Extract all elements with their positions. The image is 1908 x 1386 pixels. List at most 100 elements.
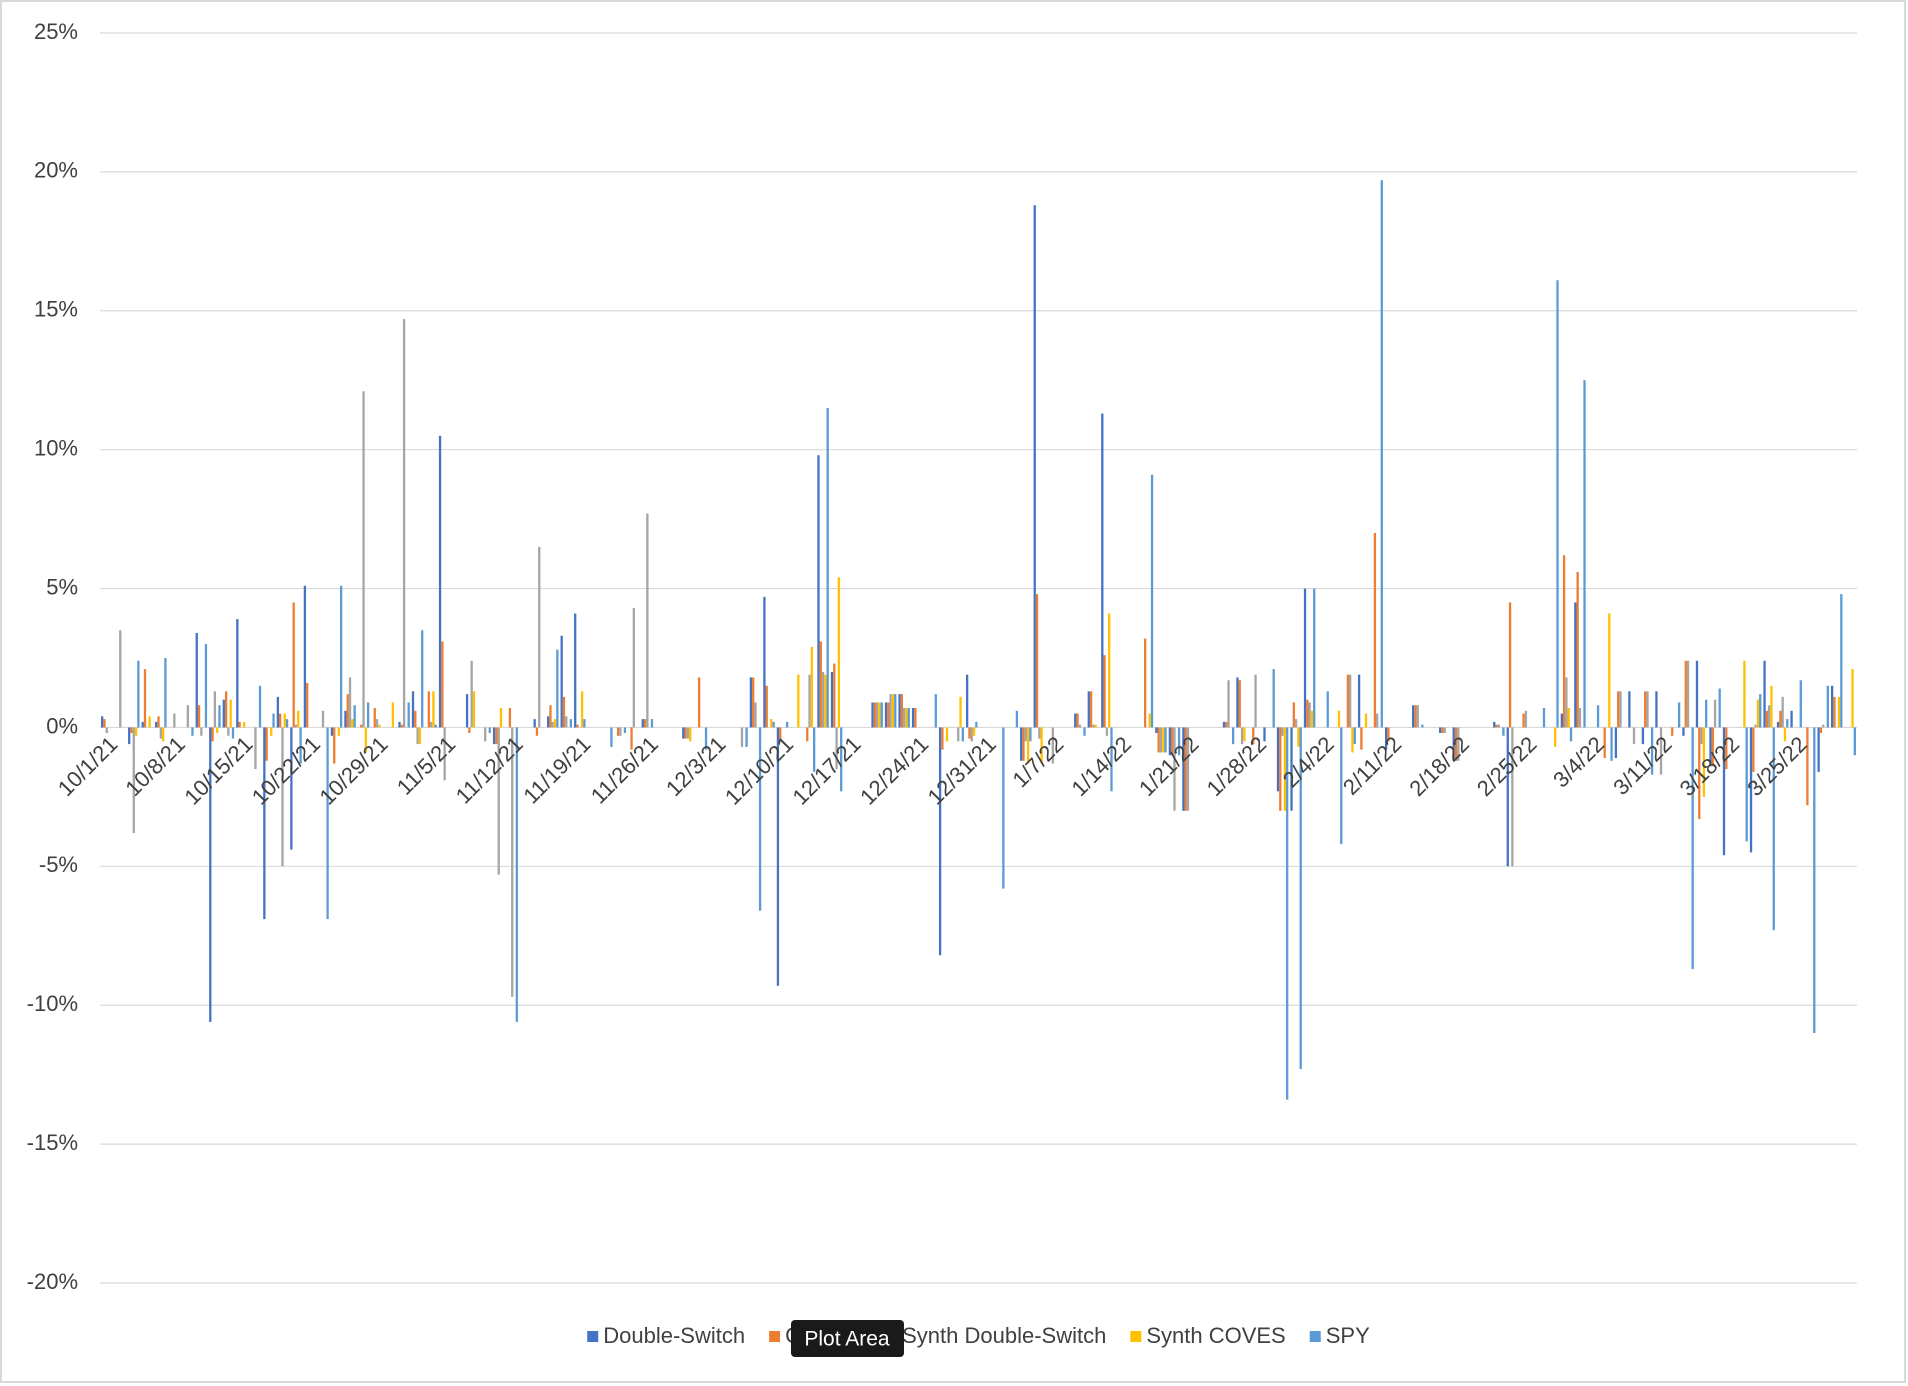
bar (1508, 602, 1512, 728)
bar (339, 585, 343, 728)
bar (1698, 727, 1701, 820)
bar (373, 708, 376, 728)
bar (911, 708, 915, 728)
bar (959, 696, 962, 728)
bar (934, 694, 937, 728)
bar (414, 710, 417, 728)
bar (1833, 696, 1836, 728)
bar (265, 727, 268, 761)
bar (148, 716, 151, 728)
bar (1562, 555, 1566, 728)
bar (157, 716, 160, 728)
bar (813, 727, 816, 772)
bar (749, 677, 753, 728)
bar (1711, 727, 1714, 767)
bar (360, 724, 363, 728)
bar (565, 716, 568, 728)
bar (835, 727, 838, 770)
bar (553, 719, 557, 728)
bar (391, 702, 395, 728)
bar (1554, 727, 1557, 747)
bar (1725, 727, 1728, 770)
bar (209, 727, 212, 1022)
bar (411, 691, 415, 728)
bar (488, 727, 491, 733)
bar (682, 727, 685, 739)
y-tick-label: 15% (34, 297, 78, 322)
bar (1164, 727, 1167, 753)
bar (128, 727, 131, 745)
bar (1786, 719, 1789, 728)
bar (1619, 691, 1622, 728)
bar (353, 705, 356, 728)
bar (227, 727, 230, 736)
bar (968, 727, 971, 739)
bar (549, 705, 552, 728)
bar (1286, 727, 1289, 1100)
bar (1686, 660, 1690, 728)
bar (583, 719, 586, 728)
bar (533, 719, 536, 728)
bar (547, 716, 550, 728)
bar (1511, 727, 1514, 867)
bar (155, 721, 158, 728)
y-tick-label: -5% (39, 852, 78, 877)
bar (894, 694, 897, 728)
legend-label: SPY (1326, 1323, 1370, 1348)
bar (900, 694, 904, 728)
bar (1772, 727, 1775, 931)
bar (1671, 727, 1674, 736)
bar (740, 727, 744, 747)
bar (1087, 691, 1090, 728)
bar (1349, 674, 1352, 728)
bar (1659, 727, 1663, 775)
bar (351, 719, 354, 728)
bar (1364, 713, 1368, 728)
bar (1083, 727, 1086, 736)
bar (697, 677, 701, 728)
bar (871, 702, 874, 728)
bar (1837, 696, 1841, 728)
bar (1779, 710, 1782, 728)
bar (1578, 708, 1582, 728)
bar (272, 713, 275, 728)
bar (907, 708, 910, 728)
bar (1306, 699, 1309, 728)
bar (1705, 699, 1708, 728)
bar (619, 727, 622, 736)
bar (400, 724, 403, 728)
bar (346, 694, 349, 728)
bar (1002, 727, 1005, 889)
bar (1641, 727, 1645, 745)
bar (421, 630, 424, 728)
bar (470, 660, 473, 728)
bar (229, 699, 232, 728)
bar (1092, 724, 1095, 728)
y-tick-label: 5% (46, 574, 78, 599)
bar (1851, 669, 1854, 728)
bar (745, 727, 748, 747)
bar (1713, 699, 1717, 728)
bar (1817, 727, 1820, 772)
bar (344, 710, 347, 728)
bar (1024, 727, 1027, 742)
bar (616, 727, 620, 736)
bar (1416, 705, 1419, 728)
bar (806, 727, 809, 742)
bar (880, 702, 883, 728)
bar (200, 727, 203, 736)
bar (1749, 727, 1753, 853)
bar (1768, 705, 1771, 728)
bar (884, 702, 888, 728)
bar (468, 727, 471, 733)
bar (833, 663, 836, 728)
bar (1020, 727, 1023, 761)
bar (878, 702, 881, 728)
bar (236, 619, 239, 728)
bar (1238, 680, 1241, 728)
bar (779, 727, 782, 742)
bar (290, 727, 293, 850)
bar (1173, 727, 1176, 811)
bar (1357, 674, 1361, 728)
bar (297, 710, 300, 728)
